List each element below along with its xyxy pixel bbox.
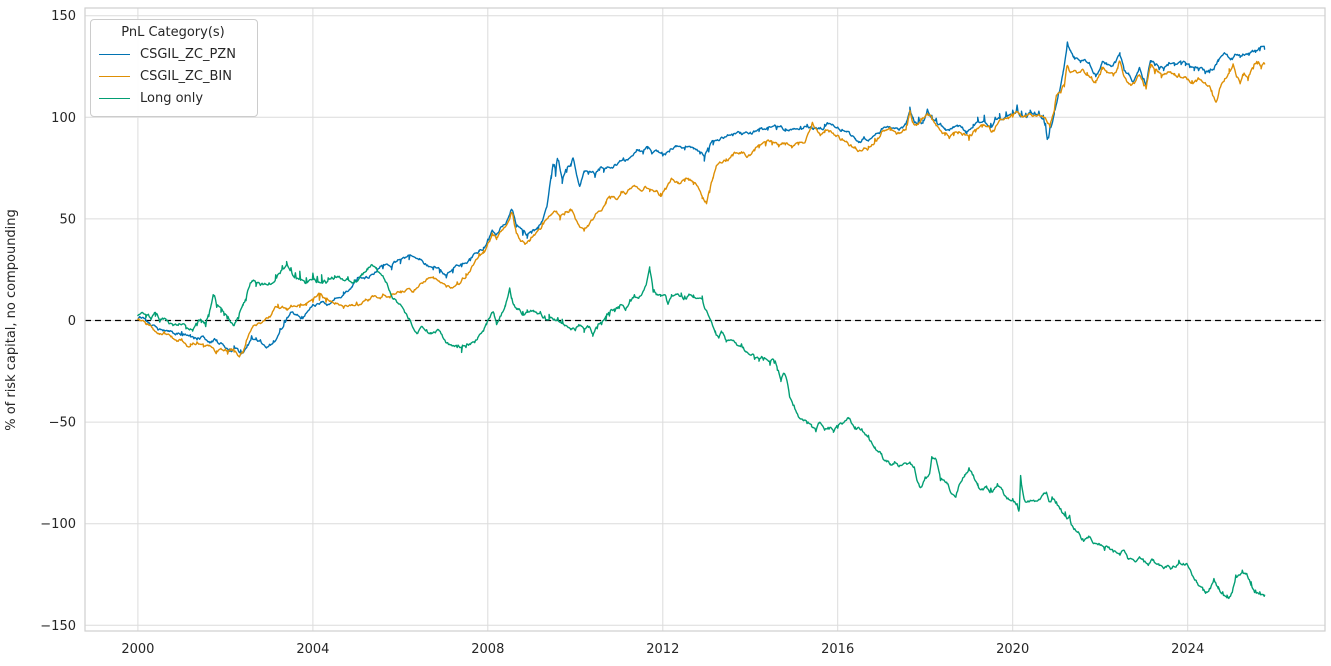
- legend-item: CSGIL_ZC_PZN: [99, 43, 247, 65]
- line-swatch-icon: [99, 75, 130, 77]
- y-tick-label: 150: [51, 9, 76, 24]
- legend-item: Long only: [99, 87, 247, 109]
- y-tick-label: 50: [59, 212, 76, 227]
- legend: PnL Category(s) CSGIL_ZC_PZN CSGIL_ZC_BI…: [90, 19, 258, 117]
- y-tick-label: −150: [40, 619, 76, 634]
- x-tick-label: 2020: [996, 642, 1029, 657]
- legend-label: CSGIL_ZC_BIN: [140, 68, 232, 84]
- line-swatch-icon: [99, 97, 130, 99]
- legend-item: CSGIL_ZC_BIN: [99, 65, 247, 87]
- series-line-csgil-zc-pzn: [137, 41, 1266, 355]
- x-tick-label: 2004: [296, 642, 329, 657]
- x-tick-label: 2000: [121, 642, 154, 657]
- x-tick-label: 2008: [471, 642, 504, 657]
- legend-label: CSGIL_ZC_PZN: [140, 46, 236, 62]
- y-tick-label: 100: [51, 111, 76, 126]
- legend-title: PnL Category(s): [121, 25, 225, 40]
- series-line-long-only: [137, 260, 1266, 600]
- plot-border: [84, 7, 1326, 632]
- x-tick-label: 2016: [821, 642, 854, 657]
- x-tick-label: 2012: [646, 642, 679, 657]
- axis-ticks-layer: 2000 2004 2008 2012 2016 2020 2024 150 100 50 0 −50…: [40, 9, 1204, 657]
- grid-layer: [85, 8, 1325, 631]
- line-swatch-icon: [99, 53, 130, 55]
- series-line-csgil-zc-bin: [137, 60, 1266, 358]
- y-tick-label: −50: [49, 416, 76, 431]
- series-layer: [137, 41, 1266, 600]
- y-tick-label: −100: [40, 517, 76, 532]
- y-axis-label: % of risk capital, no compounding: [4, 209, 19, 431]
- y-tick-label: 0: [68, 314, 76, 329]
- legend-label: Long only: [140, 90, 204, 106]
- x-tick-label: 2024: [1171, 642, 1204, 657]
